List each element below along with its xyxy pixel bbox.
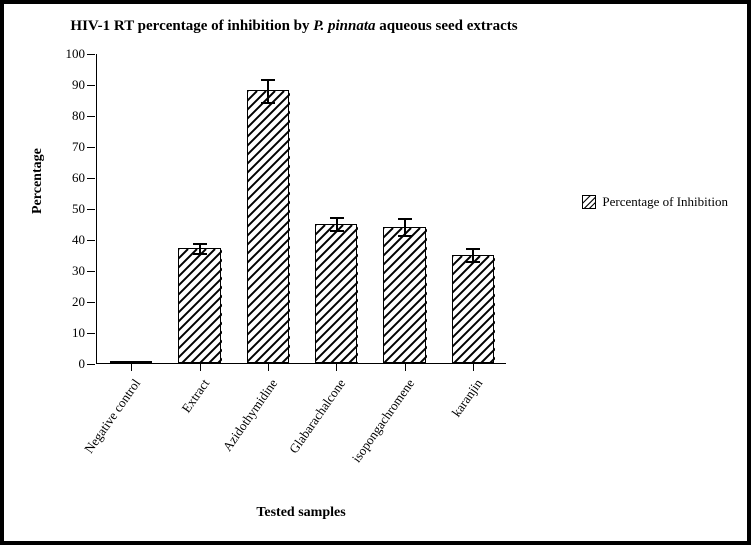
y-tick — [87, 85, 95, 86]
bar — [452, 255, 494, 364]
legend-label: Percentage of Inhibition — [602, 194, 728, 210]
y-tick — [87, 302, 95, 303]
title-prefix: HIV-1 RT percentage of inhibition by — [70, 18, 313, 34]
y-tick — [87, 178, 95, 179]
error-bar — [268, 79, 269, 104]
y-tick — [87, 54, 95, 55]
y-tick-label: 30 — [57, 263, 85, 279]
y-axis-label: Percentage — [30, 148, 46, 214]
y-tick-label: 100 — [57, 46, 85, 62]
y-tick — [87, 147, 95, 148]
y-tick-label: 50 — [57, 201, 85, 217]
title-species: P. pinnata — [313, 18, 375, 34]
y-tick-label: 20 — [57, 294, 85, 310]
title-suffix: aqueous seed extracts — [376, 18, 518, 34]
bar — [247, 90, 289, 363]
y-tick — [87, 240, 95, 241]
x-tick — [131, 363, 132, 371]
x-tick — [473, 363, 474, 371]
x-tick — [268, 363, 269, 371]
y-tick — [87, 364, 95, 365]
plot-area: 0102030405060708090100Negative controlEx… — [96, 54, 506, 364]
x-tick — [405, 363, 406, 371]
error-bar — [405, 218, 406, 237]
y-tick-label: 60 — [57, 170, 85, 186]
legend-swatch — [582, 195, 596, 209]
y-tick-label: 70 — [57, 139, 85, 155]
y-tick — [87, 271, 95, 272]
error-bar — [473, 248, 474, 264]
y-tick-label: 40 — [57, 232, 85, 248]
bar — [315, 224, 357, 364]
error-bar — [200, 243, 201, 255]
x-tick — [200, 363, 201, 371]
y-tick-label: 10 — [57, 325, 85, 341]
chart-title: HIV-1 RT percentage of inhibition by P. … — [24, 18, 564, 35]
y-tick-label: 90 — [57, 77, 85, 93]
x-axis-label: Tested samples — [96, 505, 506, 521]
y-tick — [87, 116, 95, 117]
y-tick — [87, 209, 95, 210]
bar — [178, 248, 220, 363]
y-tick — [87, 333, 95, 334]
error-bar — [336, 217, 337, 233]
legend: Percentage of Inhibition — [582, 194, 728, 210]
y-tick-label: 0 — [57, 356, 85, 372]
y-tick-label: 80 — [57, 108, 85, 124]
chart-container: HIV-1 RT percentage of inhibition by P. … — [24, 14, 734, 539]
bar — [383, 227, 425, 363]
x-tick — [336, 363, 337, 371]
chart-frame: HIV-1 RT percentage of inhibition by P. … — [0, 0, 751, 545]
